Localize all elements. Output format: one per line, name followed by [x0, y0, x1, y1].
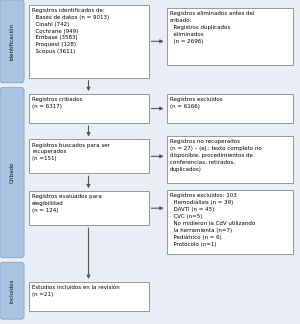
FancyBboxPatch shape [28, 191, 148, 225]
FancyBboxPatch shape [28, 139, 148, 173]
FancyBboxPatch shape [28, 282, 148, 311]
Text: Registros cribados
(n = 6317): Registros cribados (n = 6317) [32, 97, 83, 109]
FancyBboxPatch shape [0, 0, 24, 83]
FancyBboxPatch shape [167, 136, 292, 183]
FancyBboxPatch shape [167, 190, 292, 254]
Text: Registros excluidos
(n = 6166): Registros excluidos (n = 6166) [170, 97, 223, 109]
Text: Registros buscados para ser
recuperados
(n =151): Registros buscados para ser recuperados … [32, 143, 110, 161]
Text: Incluidos: Incluidos [10, 279, 14, 303]
Text: Registros evaluados para
elegibilidad
(n = 124): Registros evaluados para elegibilidad (n… [32, 194, 102, 213]
FancyBboxPatch shape [28, 94, 148, 123]
FancyBboxPatch shape [0, 262, 24, 319]
Text: Registros excluidos: 103
  Hemodiálisis (n = 39)
  DAVTI (n = 45)
  CVC (n=5)
  : Registros excluidos: 103 Hemodiálisis (n… [170, 193, 255, 247]
FancyBboxPatch shape [167, 94, 292, 123]
Text: Registros no recuperados
(n = 27) – (ej.: texto completo no
disponible, procedim: Registros no recuperados (n = 27) – (ej.… [170, 139, 262, 171]
FancyBboxPatch shape [28, 5, 148, 78]
FancyBboxPatch shape [167, 8, 292, 65]
Text: Cribado: Cribado [10, 162, 14, 183]
Text: Estudios incluidos en la revisión
(n =21): Estudios incluidos en la revisión (n =21… [32, 285, 120, 297]
FancyBboxPatch shape [0, 87, 24, 258]
Text: Registros eliminados antes del
cribado:
  Registros duplicados
  eliminados
  (n: Registros eliminados antes del cribado: … [170, 11, 254, 43]
Text: Identificación: Identificación [10, 23, 14, 60]
Text: Registros identificados de:
  Bases de datos (n = 9013)
  Cinahl (742)
  Cochran: Registros identificados de: Bases de dat… [32, 8, 109, 54]
